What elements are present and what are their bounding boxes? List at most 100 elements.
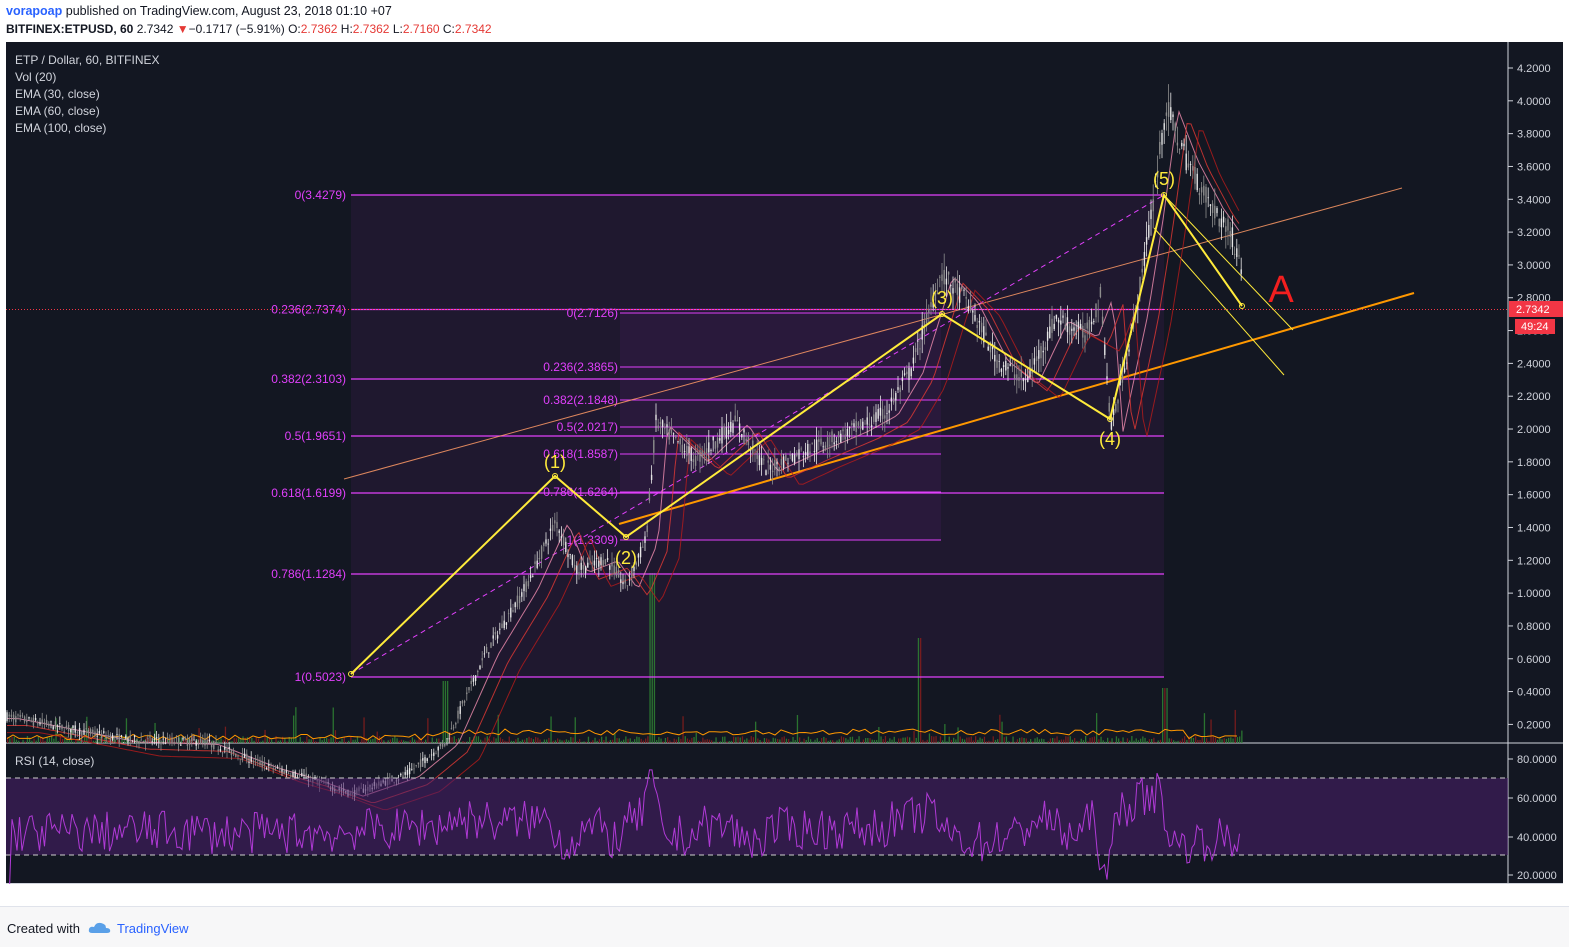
candle-body	[831, 431, 833, 443]
volume-bar	[1236, 737, 1239, 743]
volume-bar	[849, 736, 851, 743]
candle-body	[39, 722, 41, 725]
candle-body	[1139, 276, 1141, 295]
candle-body	[15, 716, 17, 723]
candle-body	[166, 737, 169, 739]
chart-canvas[interactable]: 0(3.4279) 0.236(2.7374) 0.382(2.3103) 0.5(1…	[6, 42, 1563, 884]
candle-body	[422, 758, 424, 761]
volume-bar	[673, 738, 675, 743]
legend-ema30[interactable]: EMA (30, close)	[15, 87, 100, 101]
candle-body	[41, 719, 43, 724]
candle-body	[226, 748, 228, 752]
candle-body	[1238, 255, 1240, 257]
candle-body	[424, 757, 426, 764]
candle-body	[1192, 166, 1194, 171]
candle-body	[527, 580, 530, 587]
volume-bar	[854, 739, 856, 743]
volume-bar	[1074, 738, 1076, 743]
candle-body	[653, 440, 655, 453]
volume-bar	[964, 739, 966, 743]
price-axis-label: 2.0000	[1517, 424, 1551, 436]
volume-bar	[576, 741, 579, 743]
volume-bar	[1190, 736, 1192, 743]
volume-bar	[387, 740, 389, 743]
author-link[interactable]: vorapoap	[6, 4, 63, 18]
candle-body	[1156, 170, 1159, 178]
volume-bar	[1047, 741, 1049, 743]
volume-bar	[862, 739, 865, 743]
candle-body	[1185, 153, 1187, 171]
candle-body	[637, 554, 640, 558]
wave-point	[552, 473, 558, 479]
candle-body	[727, 429, 730, 435]
candle-body	[613, 565, 615, 575]
volume-bar	[1212, 736, 1214, 743]
volume-bar	[970, 736, 972, 743]
volume-bar	[693, 737, 695, 743]
candle-body	[1198, 193, 1201, 196]
candle-body	[202, 740, 204, 743]
volume-bar	[299, 737, 301, 743]
volume-bar	[981, 738, 983, 743]
volume-bar	[880, 736, 882, 743]
legend-ema100[interactable]: EMA (100, close)	[15, 121, 107, 135]
candle-body	[254, 758, 257, 760]
volume-bar	[209, 741, 211, 743]
candle-body	[978, 320, 981, 323]
candle-body	[1203, 185, 1205, 196]
candle-body	[452, 727, 455, 729]
candle-body	[272, 767, 274, 769]
candle-body	[829, 444, 831, 446]
volume-bar	[317, 741, 319, 743]
candle-body	[930, 302, 932, 307]
chart-title[interactable]: ETP / Dollar, 60, BITFINEX	[15, 53, 160, 67]
volume-bar	[15, 739, 18, 743]
candle-body	[463, 700, 466, 703]
candle-body	[980, 322, 983, 333]
volume-bar	[106, 737, 108, 743]
volume-bar	[398, 740, 400, 743]
candle-body	[1211, 203, 1214, 214]
volume-bar	[682, 716, 684, 743]
volume-bar	[62, 738, 64, 743]
candle-body	[400, 773, 402, 776]
volume-bar	[92, 740, 95, 743]
volume-bar	[1014, 741, 1016, 743]
volume-bar	[246, 737, 249, 743]
candle-body	[809, 451, 811, 454]
candle-body	[677, 441, 679, 443]
candle-body	[294, 771, 296, 778]
candle-body	[444, 743, 446, 746]
volume-bar	[596, 740, 598, 743]
volume-bar	[691, 737, 693, 743]
volume-bar	[781, 737, 783, 743]
legend-volume[interactable]: Vol (20)	[15, 70, 57, 84]
volume-bar	[1034, 738, 1036, 743]
volume-bar	[847, 739, 849, 743]
tradingview-link[interactable]: TradingView	[117, 921, 189, 936]
fib-sub-level-label: 1(1.3309)	[567, 533, 618, 547]
candle-body	[433, 752, 435, 756]
candle-body	[873, 414, 875, 422]
candle-body	[268, 763, 270, 766]
candle-body	[259, 761, 261, 765]
candle-body	[534, 561, 536, 564]
volume-bar	[48, 737, 51, 743]
legend-ema60[interactable]: EMA (60, close)	[15, 104, 100, 118]
low-label: L:	[392, 22, 403, 36]
volume-bar	[282, 736, 284, 743]
chart-container[interactable]: 0(3.4279) 0.236(2.7374) 0.382(2.3103) 0.5(1…	[6, 42, 1563, 884]
volume-bar	[807, 736, 810, 743]
volume-bar	[565, 739, 568, 743]
price-axis-label: 3.8000	[1517, 129, 1551, 141]
candle-body	[1060, 320, 1062, 325]
volume-bar	[1080, 738, 1082, 743]
volume-bar	[697, 740, 700, 743]
volume-bar	[1019, 737, 1021, 743]
legend-rsi[interactable]: RSI (14, close)	[15, 754, 95, 768]
volume-bar	[308, 739, 310, 743]
volume-bar	[638, 737, 640, 743]
candle-body	[983, 326, 985, 343]
candle-body	[435, 753, 437, 755]
volume-bar	[449, 731, 451, 743]
